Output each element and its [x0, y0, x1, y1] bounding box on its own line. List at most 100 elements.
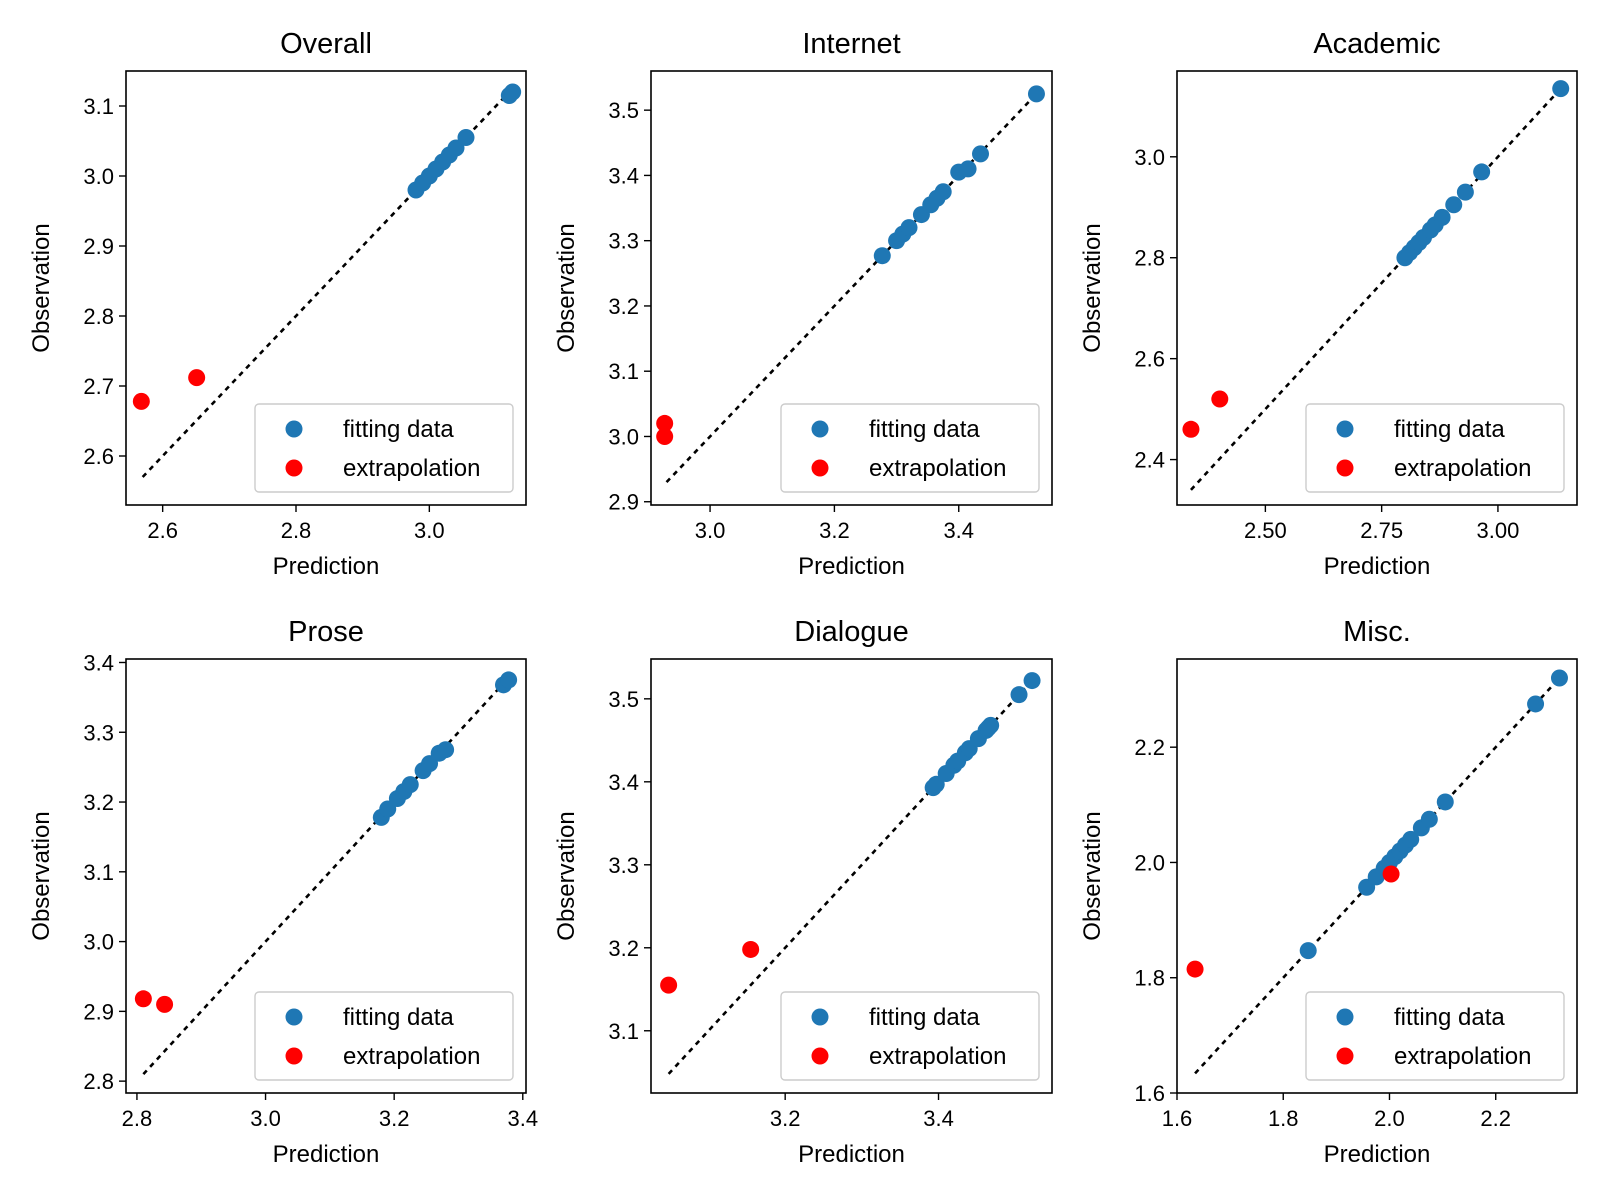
fitting-data-point — [1011, 686, 1028, 703]
legend-extrapolation-label: extrapolation — [869, 1043, 1006, 1070]
fitting-data-point — [1527, 695, 1544, 712]
legend: fitting data extrapolation — [781, 404, 1039, 492]
x-tick-label: 2.2 — [1480, 1106, 1511, 1131]
y-tick-label: 1.6 — [1134, 1081, 1165, 1106]
legend-extrapolation-marker — [286, 1048, 303, 1065]
legend-extrapolation-label: extrapolation — [343, 1043, 480, 1070]
legend-fitting-label: fitting data — [343, 416, 454, 443]
y-tick-label: 2.4 — [1134, 448, 1165, 473]
y-tick-label: 3.5 — [608, 98, 639, 123]
y-tick-label: 3.2 — [83, 790, 114, 815]
y-axis-label: Observation — [28, 223, 55, 352]
legend: fitting data extrapolation — [1306, 404, 1564, 492]
fitting-data-point — [500, 671, 517, 688]
legend-extrapolation-marker — [1337, 1048, 1354, 1065]
y-tick-label: 3.5 — [608, 687, 639, 712]
extrapolation-point — [742, 941, 759, 958]
y-tick-label: 2.6 — [83, 444, 114, 469]
extrapolation-point — [188, 369, 205, 386]
y-axis-label: Observation — [553, 223, 580, 352]
x-axis-label: Prediction — [1324, 553, 1431, 580]
fitting-data-point — [1300, 942, 1317, 959]
fitting-data-point — [874, 247, 891, 264]
fitting-data-point — [1028, 85, 1045, 102]
y-tick-label: 3.3 — [608, 853, 639, 878]
legend-fitting-label: fitting data — [869, 416, 980, 443]
subplot-5: Dialogue 3.2 3.4 3.1 3.2 3.3 3.4 3.5 Prediction O… — [553, 616, 1052, 1168]
legend: fitting data extrapolation — [781, 992, 1039, 1080]
y-tick-label: 3.1 — [83, 94, 114, 119]
extrapolation-point — [656, 428, 673, 445]
extrapolation-point — [156, 996, 173, 1013]
fitting-data-point — [1437, 793, 1454, 810]
legend: fitting data extrapolation — [1306, 992, 1564, 1080]
x-tick-label: 2.8 — [281, 518, 312, 543]
y-tick-label: 2.9 — [83, 234, 114, 259]
legend-extrapolation-marker — [1337, 460, 1354, 477]
y-axis-label: Observation — [553, 811, 580, 940]
fitting-data-point — [1473, 163, 1490, 180]
fitting-data-point — [972, 145, 989, 162]
x-tick-label: 3.4 — [943, 518, 974, 543]
x-tick-label: 3.0 — [695, 518, 726, 543]
x-tick-label: 2.0 — [1374, 1106, 1405, 1131]
y-tick-label: 3.4 — [83, 650, 114, 675]
y-tick-label: 3.4 — [608, 770, 639, 795]
x-tick-label: 3.2 — [819, 518, 850, 543]
y-tick-label: 2.9 — [608, 490, 639, 515]
fitting-data-point — [504, 84, 521, 101]
x-tick-label: 1.6 — [1162, 1106, 1193, 1131]
x-tick-label: 3.4 — [507, 1106, 538, 1131]
y-tick-label: 3.2 — [608, 294, 639, 319]
subplot-title: Misc. — [1343, 616, 1411, 648]
extrapolation-point — [133, 393, 150, 410]
legend-extrapolation-marker — [812, 1048, 829, 1065]
fitting-data-point — [960, 160, 977, 177]
legend: fitting data extrapolation — [255, 404, 513, 492]
x-tick-label: 3.2 — [379, 1106, 410, 1131]
y-axis-label: Observation — [28, 811, 55, 940]
x-axis-label: Prediction — [1324, 1141, 1431, 1168]
extrapolation-point — [135, 990, 152, 1007]
y-tick-label: 3.1 — [83, 860, 114, 885]
fitting-data-point — [458, 129, 475, 146]
y-tick-label: 1.8 — [1134, 966, 1165, 991]
fitting-data-point — [1024, 672, 1041, 689]
y-tick-label: 2.2 — [1134, 735, 1165, 760]
legend-fitting-marker — [1337, 421, 1354, 438]
legend-fitting-label: fitting data — [869, 1004, 980, 1031]
y-tick-label: 3.0 — [608, 424, 639, 449]
fitting-data-point — [980, 719, 997, 736]
fitting-data-point — [402, 776, 419, 793]
fitting-data-point — [1551, 670, 1568, 687]
y-tick-label: 2.6 — [1134, 347, 1165, 372]
fitting-data-point — [1445, 196, 1462, 213]
legend-fitting-label: fitting data — [343, 1004, 454, 1031]
y-axis-label: Observation — [1079, 811, 1106, 940]
fitting-data-point — [901, 219, 918, 236]
legend-fitting-marker — [286, 1009, 303, 1026]
y-tick-label: 3.3 — [608, 229, 639, 254]
legend-extrapolation-marker — [286, 460, 303, 477]
x-tick-label: 3.00 — [1477, 518, 1520, 543]
subplot-6: Misc.1.6 1.8 2.0 2.21.61.82.02.2PredictionO… — [1079, 616, 1577, 1168]
legend: fitting data extrapolation — [255, 992, 513, 1080]
legend-fitting-marker — [1337, 1009, 1354, 1026]
legend-fitting-label: fitting data — [1394, 1004, 1505, 1031]
extrapolation-point — [1182, 421, 1199, 438]
y-tick-label: 2.9 — [83, 999, 114, 1024]
y-tick-label: 3.1 — [608, 359, 639, 384]
x-axis-label: Prediction — [798, 553, 905, 580]
fitting-data-point — [1457, 184, 1474, 201]
y-tick-label: 3.3 — [83, 720, 114, 745]
x-tick-label: 3.2 — [770, 1106, 801, 1131]
y-tick-label: 2.7 — [83, 374, 114, 399]
legend-fitting-marker — [812, 421, 829, 438]
x-tick-label: 2.50 — [1244, 518, 1287, 543]
extrapolation-point — [1211, 391, 1228, 408]
y-tick-label: 3.1 — [608, 1019, 639, 1044]
y-tick-label: 2.8 — [83, 304, 114, 329]
extrapolation-point — [1187, 961, 1204, 978]
fitting-data-point — [1552, 80, 1569, 97]
